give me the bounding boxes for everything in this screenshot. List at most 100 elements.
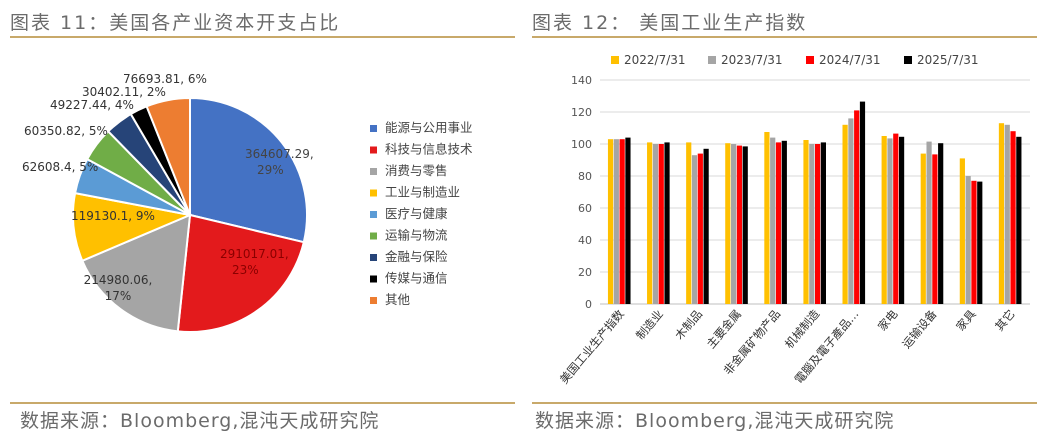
legend-swatch xyxy=(708,56,716,64)
legend-label: 2024/7/31 xyxy=(819,53,881,67)
bar xyxy=(742,146,748,304)
legend-swatch xyxy=(370,146,377,154)
left-source-note: 数据来源：Bloomberg,混沌天成研究院 xyxy=(20,410,380,432)
y-tick-label: 100 xyxy=(571,138,592,151)
bar xyxy=(775,142,782,304)
pie-data-label: 23% xyxy=(232,263,259,277)
bar xyxy=(652,144,659,304)
legend-label: 消费与零售 xyxy=(385,163,448,178)
left-title-rule xyxy=(10,36,515,38)
legend-label: 医疗与健康 xyxy=(385,206,448,221)
bar xyxy=(770,137,776,304)
bar xyxy=(625,137,631,304)
y-tick-label: 40 xyxy=(578,234,592,247)
pie-slice xyxy=(81,213,192,333)
bar xyxy=(809,144,815,304)
pie-data-label: 49227.44, 4% xyxy=(50,98,134,112)
pie-slice xyxy=(145,96,191,216)
pie-data-label: 214980.06, xyxy=(84,273,153,287)
bar xyxy=(781,140,787,304)
x-tick-label: 机械制造 xyxy=(782,307,823,352)
legend-label: 2025/7/31 xyxy=(917,53,979,67)
legend-swatch xyxy=(611,56,619,64)
y-tick-label: 120 xyxy=(571,106,592,119)
legend-swatch xyxy=(904,56,912,64)
pie-slice xyxy=(176,213,306,333)
bar xyxy=(647,142,653,304)
legend-swatch xyxy=(370,232,377,240)
y-tick-label: 140 xyxy=(571,74,592,87)
bar xyxy=(938,143,944,304)
y-tick-label: 60 xyxy=(578,202,592,215)
x-tick-label: 美国工业生产指数 xyxy=(557,307,627,387)
legend-swatch xyxy=(806,56,814,64)
x-tick-label: 其它 xyxy=(992,307,1018,334)
legend-swatch xyxy=(370,189,377,197)
legend-label: 科技与信息技术 xyxy=(385,142,473,157)
legend-swatch xyxy=(370,125,377,132)
bar xyxy=(893,133,899,304)
right-chart-title: 图表 12： 美国工业生产指数 xyxy=(532,12,808,34)
pie-data-label: 17% xyxy=(105,289,132,303)
y-tick-label: 80 xyxy=(578,170,592,183)
bar xyxy=(977,181,983,304)
right-source-rule xyxy=(532,402,1037,404)
bar xyxy=(842,124,848,304)
pie-slice xyxy=(189,96,308,244)
pie-data-label: 29% xyxy=(257,163,284,177)
bar xyxy=(887,138,893,304)
pie-data-label: 62608.4, 5% xyxy=(22,160,98,174)
bar xyxy=(686,142,692,304)
bar xyxy=(664,142,670,304)
right-title-rule xyxy=(532,36,1037,38)
bar xyxy=(959,158,965,304)
pie-data-label: 60350.82, 5% xyxy=(24,124,108,138)
right-source-note: 数据来源：Bloomberg,混沌天成研究院 xyxy=(535,410,895,432)
bar xyxy=(764,132,770,304)
legend-label: 工业与制造业 xyxy=(385,185,460,200)
legend-swatch xyxy=(370,275,377,283)
bar xyxy=(731,144,737,304)
bar xyxy=(803,140,809,304)
bar xyxy=(703,148,709,304)
left-chart-title: 图表 11：美国各产业资本开支占比 xyxy=(10,12,341,34)
legend-swatch xyxy=(370,297,377,304)
bar xyxy=(820,142,826,304)
y-tick-label: 0 xyxy=(585,298,592,311)
bar xyxy=(619,139,625,304)
legend-swatch xyxy=(370,168,377,175)
bar xyxy=(607,139,614,304)
x-tick-label: 制造业 xyxy=(633,307,666,342)
bar xyxy=(736,145,743,304)
bar xyxy=(926,141,932,304)
bar xyxy=(920,153,926,304)
pie-data-label: 291017.01, xyxy=(220,247,289,261)
bar xyxy=(859,101,866,304)
bar xyxy=(725,143,731,304)
legend-swatch xyxy=(370,211,377,218)
bar xyxy=(998,123,1005,304)
x-tick-label: 运输设备 xyxy=(899,307,940,352)
legend-swatch xyxy=(370,254,377,261)
bar xyxy=(1004,124,1010,304)
bar xyxy=(1010,131,1016,304)
pie-data-label: 364607.29, xyxy=(245,147,314,161)
bar xyxy=(691,155,698,304)
legend-label: 能源与公用事业 xyxy=(385,120,473,135)
legend-label: 金融与保险 xyxy=(385,249,448,264)
legend-label: 运输与物流 xyxy=(385,228,448,243)
bar xyxy=(965,176,971,304)
left-source-rule xyxy=(10,402,515,404)
bar xyxy=(1016,136,1022,304)
bar xyxy=(971,180,977,304)
legend-label: 2022/7/31 xyxy=(624,53,686,67)
legend-label: 其他 xyxy=(385,292,411,307)
pie-chart: 364607.29, 29% 291017.01, 23% 214980.06, 17% 1… xyxy=(22,72,473,333)
bar xyxy=(898,136,905,304)
x-tick-label: 家电 xyxy=(875,307,901,334)
legend-label: 2023/7/31 xyxy=(721,53,783,67)
pie-data-label: 76693.81, 6% xyxy=(123,72,207,86)
bar xyxy=(658,144,664,304)
bar xyxy=(697,153,703,304)
